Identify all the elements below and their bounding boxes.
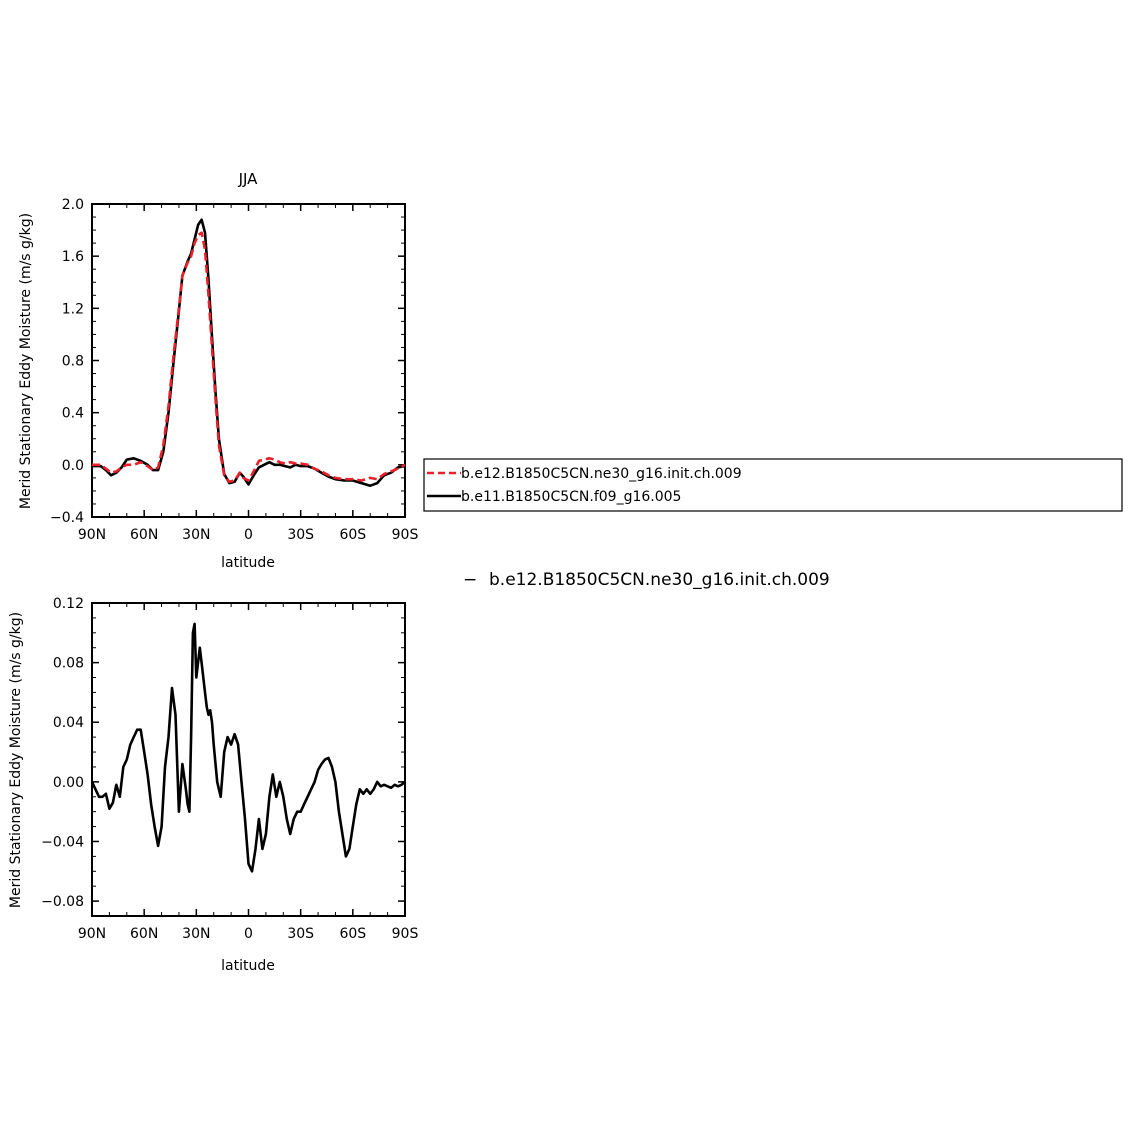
top-y-ticks: −0.4 0.0 0.4 0.8 1.2 1.6 2.0 — [50, 197, 405, 526]
bottom-x-tick-label: 60N — [130, 926, 158, 942]
top-legend: b.e12.B1850C5CN.ne30_g16.init.ch.009 b.e… — [423, 458, 1123, 512]
top-x-tick-label: 60N — [130, 527, 158, 543]
bottom-x-tick-label: 90N — [78, 926, 106, 942]
top-y-tick-label: 1.6 — [62, 249, 84, 265]
bottom-plot-frame — [91, 602, 406, 917]
bottom-x-tick-label: 30N — [182, 926, 210, 942]
bottom-x-tick-label: 60S — [339, 926, 366, 942]
top-x-tick-label: 90S — [392, 527, 419, 543]
top-series-lines — [92, 218, 406, 488]
top-plot-frame — [91, 203, 406, 518]
top-y-tick-label: 1.2 — [62, 301, 84, 317]
bottom-y-tick-label: −0.04 — [41, 834, 84, 850]
bottom-x-tick-label: 90S — [392, 926, 419, 942]
legend-series-1-label: b.e12.B1850C5CN.ne30_g16.init.ch.009 — [461, 466, 742, 482]
bottom-y-tick-label: 0.00 — [53, 775, 84, 791]
top-x-ticks: 90N 60N 30N 0 30S 60S 90S — [78, 204, 419, 543]
bottom-legend-label: b.e12.B1850C5CN.ne30_g16.init.ch.009 — [489, 570, 830, 590]
top-x-tick-label: 0 — [244, 527, 253, 543]
bottom-x-tick-label: 30S — [287, 926, 314, 942]
bottom-x-tick-label: 0 — [244, 926, 253, 942]
bottom-y-tick-label: 0.12 — [53, 596, 84, 612]
bottom-y-axis-label: Merid Stationary Eddy Moisture (m/s g/kg… — [8, 612, 24, 908]
top-y-tick-label: 2.0 — [62, 197, 84, 213]
bottom-y-ticks: −0.08 −0.04 0.00 0.04 0.08 0.12 — [41, 596, 405, 917]
top-panel: JJA −0.4 0.0 0.4 0.8 1.2 1.6 2.0 90N 60N 30N 0 30S… — [18, 170, 418, 571]
bottom-y-tick-label: 0.08 — [53, 656, 84, 672]
bottom-x-axis-label: latitude — [221, 958, 275, 974]
top-y-tick-label: −0.4 — [50, 510, 84, 526]
top-title: JJA — [238, 170, 259, 188]
top-x-tick-label: 30N — [182, 527, 210, 543]
bottom-y-tick-label: −0.08 — [41, 894, 84, 910]
top-y-tick-label: 0.8 — [62, 354, 84, 370]
top-x-tick-label: 30S — [287, 527, 314, 543]
top-y-tick-label: 0.0 — [62, 458, 84, 474]
top-x-tick-label: 60S — [339, 527, 366, 543]
top-x-tick-label: 90N — [78, 527, 106, 543]
bottom-series-lines — [90, 622, 406, 873]
bottom-panel: −0.08 −0.04 0.00 0.04 0.08 0.12 90N 60N 30N 0 30S… — [8, 596, 418, 974]
bottom-series-line-1 — [90, 622, 406, 873]
top-x-axis-label: latitude — [221, 555, 275, 571]
top-y-tick-label: 0.4 — [62, 406, 84, 422]
top-series-line-2 — [92, 218, 406, 488]
top-legend-box — [423, 458, 1123, 512]
legend-series-2-label: b.e11.B1850C5CN.f09_g16.005 — [461, 489, 681, 505]
bottom-x-ticks: 90N 60N 30N 0 30S 60S 90S — [78, 603, 419, 942]
bottom-legend-marker: − — [463, 570, 477, 590]
bottom-legend: − b.e12.B1850C5CN.ne30_g16.init.ch.009 — [463, 570, 830, 590]
top-series-line-1 — [92, 231, 406, 484]
top-y-axis-label: Merid Stationary Eddy Moisture (m/s g/kg… — [18, 213, 34, 509]
bottom-y-tick-label: 0.04 — [53, 715, 84, 731]
